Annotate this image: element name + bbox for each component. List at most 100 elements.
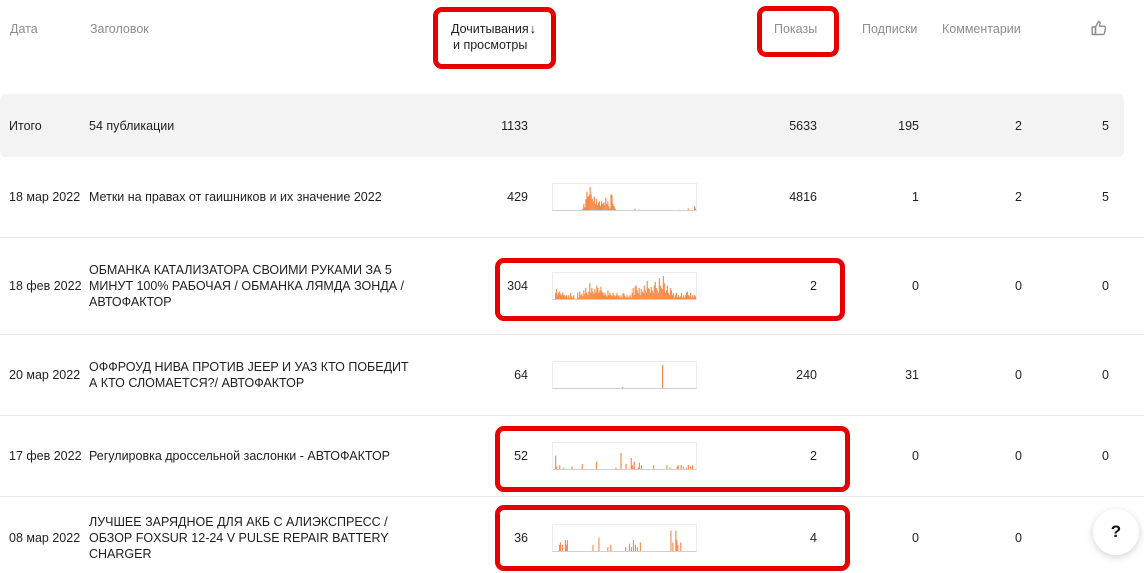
sparkline-bar [651,290,653,299]
column-header-title[interactable]: Заголовок [90,22,149,36]
sparkline-bar [635,285,637,299]
sparkline-bar [677,465,679,469]
thumbs-up-icon[interactable] [1090,19,1108,37]
sparkline-bar [565,296,567,299]
sparkline-bar [648,289,650,299]
row-shows: 2 [810,449,817,463]
row-title-link[interactable]: Регулировка дроссельной заслонки - АВТОФ… [89,449,391,463]
help-button[interactable]: ? [1093,509,1139,555]
column-header-date[interactable]: Дата [10,22,38,36]
sparkline-bar [634,208,636,210]
sparkline-bar [613,206,615,210]
sparkline-bar [659,285,661,299]
row-subscriptions: 0 [912,449,919,463]
sparkline-bar [556,289,558,299]
total-publications-count: 54 публикации [89,118,175,133]
table-row[interactable]: 08 мар 2022 ЛУЧШЕЕ ЗАРЯДНОЕ ДЛЯ АКБ С АЛ… [0,497,1144,573]
sparkline-bar [668,295,670,299]
row-likes: 0 [1102,279,1109,293]
sparkline-bar [632,539,635,551]
sparkline-bar [653,285,655,299]
sparkline-bar [582,296,584,299]
sparkline-bar [571,466,573,469]
total-subscriptions: 195 [898,118,919,133]
table-row[interactable]: 20 мар 2022 ОФФРОУД НИВА ПРОТИВ JEEP И У… [0,335,1144,416]
sparkline-bar [605,295,607,299]
row-title-link[interactable]: ЛУЧШЕЕ ЗАРЯДНОЕ ДЛЯ АКБ С АЛИЭКСПРЕСС / … [89,514,389,561]
row-subscriptions: 31 [905,368,919,382]
sparkline-bar [692,297,695,299]
sparkline-bar [595,199,597,210]
sparkline-bar [690,297,693,299]
sparkline-bar [687,295,690,299]
table-row[interactable]: 18 фев 2022 ОБМАНКА КАТАЛИЗАТОРА СВОИМИ … [0,238,1144,335]
column-header-subscriptions[interactable]: Подписки [862,22,918,36]
sparkline-bar [581,464,583,469]
sparkline-bar [675,292,678,299]
row-date: 17 фев 2022 [9,449,82,463]
sparkline-bar [617,296,619,299]
table-row[interactable]: 18 мар 2022 Метки на правах от гаишников… [0,157,1144,238]
sparkline-bar [577,292,579,299]
sparkline-bar [612,203,614,210]
sparkline-bar [556,466,558,469]
sparkline-bar [685,292,688,299]
sparkline-bar [618,209,620,210]
sparkline-bar [603,202,605,210]
sparkline-bar [579,291,581,299]
sparkline-bar [632,288,634,299]
row-shows: 4816 [789,190,817,204]
sparkline-bar [680,541,682,551]
sparkline-bar [666,465,668,469]
sparkline-bar [592,201,594,210]
sparkline-bar [642,292,644,299]
sparkline-bar [615,467,617,469]
sparkline-bar [595,461,598,469]
sparkline-bar [638,288,640,299]
sparkline-bar [681,297,684,299]
sparkline-bar [628,543,631,551]
sparkline-bar [618,295,620,299]
reads-header-label-line2: и просмотры [453,38,528,52]
sparkline-bar [662,276,664,299]
sparkline-bar [676,297,679,299]
sparkline-bar [558,292,560,299]
sparkline-bar [566,539,568,551]
row-date: 18 фев 2022 [9,279,82,293]
row-title-link[interactable]: Метки на правах от гаишников и их значен… [89,190,382,204]
column-header-comments[interactable]: Комментарии [942,22,1021,36]
sparkline-bar [687,465,689,469]
sparkline-bar [599,290,601,299]
sparkline-bar [559,465,561,469]
sparkline-bar [587,196,589,210]
sparkline-bar [678,209,680,210]
row-date: 08 мар 2022 [9,530,81,545]
sparkline-bar [598,537,600,551]
sparkline-bar [599,206,602,210]
sparkline-bar [602,292,604,299]
sparkline-bar [660,288,662,299]
sparkline-bar [561,544,564,551]
column-header-shows[interactable]: Показы [774,22,818,36]
sparkline-bar [646,280,648,299]
sparkline-bar [585,288,587,299]
column-header-reads[interactable]: Дочитывания↓ и просмотры [451,21,551,53]
sparkline-bar [667,292,669,299]
sparkline-bar [598,201,601,210]
row-comments: 0 [1015,279,1022,293]
sparkline-bar [675,529,677,551]
sparkline-bar [623,294,625,299]
sparkline-bar [643,285,645,299]
sparkline-bar [558,544,561,551]
sparkline-bar [670,290,672,299]
sparkline-bar [563,467,565,469]
sparkline-bar [634,286,636,299]
sparkline-bar [650,286,652,299]
sparkline-bar [559,291,561,299]
sparkline-bar [592,544,594,551]
sparkline-bar [677,544,679,551]
row-title-link[interactable]: ОФФРОУД НИВА ПРОТИВ JEEP И УАЗ КТО ПОБЕД… [89,360,409,390]
sparkline-bar [672,541,674,551]
table-row[interactable]: 17 фев 2022 Регулировка дроссельной засл… [0,416,1144,497]
row-title-link[interactable]: ОБМАНКА КАТАЛИЗАТОРА СВОИМИ РУКАМИ ЗА 5 … [89,263,405,309]
